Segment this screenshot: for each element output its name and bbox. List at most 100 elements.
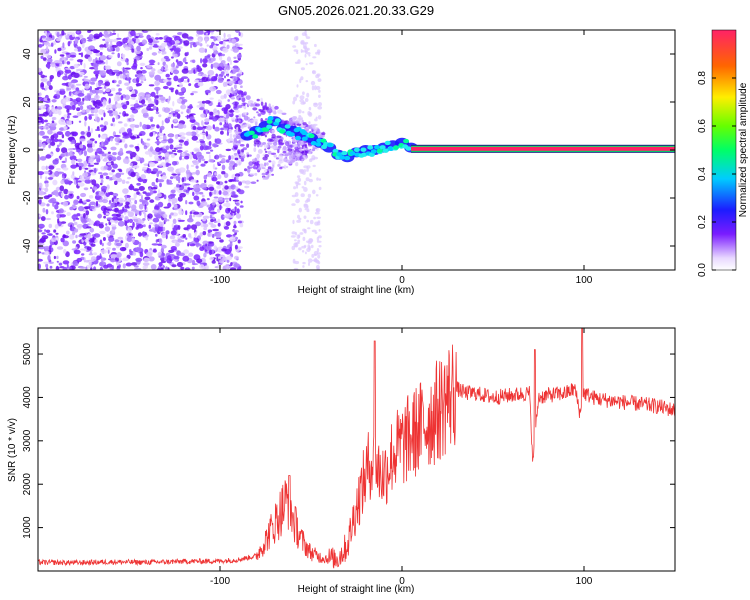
noise-blob — [264, 148, 267, 151]
noise-blob — [202, 223, 209, 228]
noise-blob — [157, 137, 163, 140]
signal-trace-core — [376, 148, 383, 153]
noise-blob — [317, 115, 322, 120]
noise-blob — [168, 95, 171, 101]
noise-blob — [267, 142, 273, 145]
noise-blob — [75, 162, 78, 167]
noise-blob — [119, 247, 127, 252]
noise-blob — [115, 115, 119, 120]
noise-blob — [232, 165, 235, 170]
noise-blob — [130, 155, 133, 160]
noise-blob — [56, 31, 60, 38]
noise-blob — [100, 249, 108, 254]
noise-blob — [76, 112, 82, 117]
noise-blob — [176, 149, 183, 153]
noise-blob — [63, 188, 69, 195]
noise-blob — [301, 245, 306, 249]
noise-blob — [92, 48, 98, 54]
noise-blob — [94, 113, 99, 117]
noise-blob — [188, 83, 192, 87]
noise-blob — [295, 182, 299, 186]
noise-blob — [168, 113, 173, 117]
noise-blob — [109, 267, 114, 270]
noise-blob — [207, 172, 212, 178]
noise-blob — [94, 94, 100, 100]
noise-blob — [198, 243, 202, 247]
noise-blob — [182, 57, 187, 63]
noise-blob — [69, 58, 74, 61]
noise-blob — [307, 258, 313, 263]
noise-blob — [54, 204, 59, 210]
noise-blob — [59, 89, 66, 95]
signal-trace-core — [344, 155, 351, 161]
noise-blob — [51, 211, 54, 215]
noise-blob — [83, 63, 86, 69]
noise-blob — [232, 141, 237, 146]
noise-blob — [98, 199, 104, 203]
noise-blob — [42, 135, 50, 139]
noise-blob — [38, 182, 43, 189]
noise-blob — [170, 230, 177, 236]
noise-blob — [140, 96, 143, 99]
noise-blob — [76, 59, 84, 63]
signal-trace-core — [316, 138, 323, 143]
noise-blob — [204, 118, 210, 123]
noise-blob — [99, 230, 106, 235]
noise-blob — [301, 250, 305, 253]
noise-blob — [215, 113, 219, 116]
noise-blob — [145, 91, 150, 95]
noise-blob — [200, 201, 208, 207]
noise-blob — [116, 84, 120, 87]
noise-blob — [154, 141, 162, 144]
noise-blob — [243, 102, 246, 106]
noise-blob — [105, 88, 111, 93]
noise-blob — [220, 214, 225, 221]
noise-blob — [225, 200, 229, 203]
noise-blob — [162, 226, 166, 232]
signal-trace-core — [341, 150, 348, 156]
noise-blob — [126, 61, 129, 66]
noise-blob — [114, 180, 118, 185]
noise-blob — [193, 69, 196, 74]
noise-blob — [217, 99, 221, 103]
noise-blob — [116, 156, 122, 161]
noise-blob — [154, 224, 159, 228]
noise-blob — [165, 162, 169, 167]
noise-blob — [237, 43, 243, 46]
noise-blob — [225, 159, 230, 163]
noise-blob — [87, 39, 93, 42]
noise-blob — [133, 188, 140, 192]
noise-blob — [84, 120, 87, 127]
noise-blob — [70, 81, 76, 84]
noise-blob — [169, 144, 174, 150]
noise-blob — [259, 163, 264, 168]
noise-blob — [267, 173, 270, 178]
noise-blob — [188, 201, 194, 205]
noise-blob — [234, 146, 238, 150]
noise-blob — [143, 30, 147, 33]
noise-blob — [67, 41, 71, 47]
noise-blob — [302, 45, 308, 49]
snr-xlabel: Height of straight line (km) — [298, 584, 415, 595]
noise-blob — [147, 213, 153, 219]
noise-blob — [313, 85, 317, 91]
noise-blob — [264, 162, 267, 167]
noise-blob — [226, 56, 232, 62]
noise-blob — [218, 259, 225, 264]
noise-blob — [177, 196, 183, 202]
noise-blob — [174, 125, 179, 128]
signal-trace-core — [310, 141, 317, 146]
noise-blob — [103, 146, 107, 150]
noise-blob — [285, 141, 290, 147]
noise-blob — [80, 192, 87, 198]
noise-blob — [155, 147, 161, 153]
noise-blob — [225, 118, 228, 124]
noise-blob — [115, 242, 122, 247]
noise-blob — [125, 201, 130, 206]
noise-blob — [181, 177, 185, 183]
noise-blob — [318, 229, 321, 232]
noise-blob — [126, 197, 131, 202]
noise-blob — [234, 173, 241, 178]
noise-blob — [304, 251, 307, 255]
noise-blob — [76, 213, 81, 217]
